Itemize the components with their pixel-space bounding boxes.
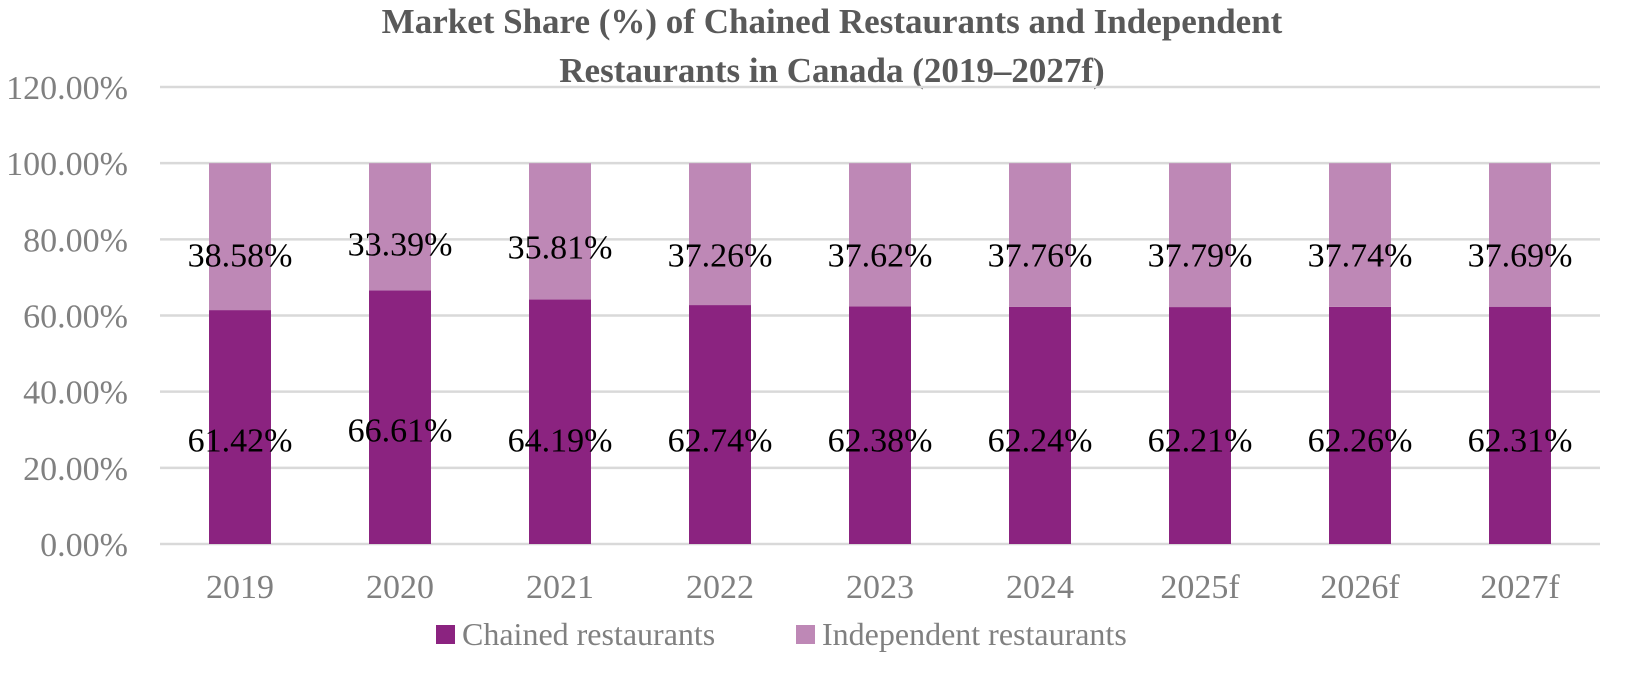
bar-independent-2025f	[1169, 163, 1231, 308]
chart-title: Market Share (%) of Chained Restaurants …	[382, 2, 1283, 90]
data-label-independent-2026f: 37.74%	[1308, 238, 1413, 275]
data-label-independent-2025f: 37.79%	[1148, 238, 1253, 275]
legend: Chained restaurants Independent restauran…	[436, 616, 1127, 652]
bar-independent-2022	[689, 163, 751, 306]
bar-independent-2026f	[1329, 163, 1391, 307]
bar-chained-2024	[1009, 306, 1071, 544]
bars	[209, 163, 1551, 544]
x-tick-label-2025f: 2025f	[1160, 569, 1240, 606]
chart-title-line-2: Restaurants in Canada (2019–2027f)	[559, 51, 1104, 90]
bar-chained-2022	[689, 305, 751, 544]
y-tick-label: 120.00%	[6, 70, 128, 107]
chart-title-line-1: Market Share (%) of Chained Restaurants …	[382, 2, 1283, 41]
x-axis-tick-labels: 2019 2020 2021 2022 2023 2024 2025f 2026f 2027f	[206, 569, 1560, 606]
x-tick-label-2027f: 2027f	[1480, 569, 1560, 606]
legend-swatch-chained	[436, 625, 455, 644]
data-label-chained-2022: 62.74%	[668, 422, 773, 459]
x-tick-label-2020: 2020	[366, 569, 434, 606]
data-label-independent-2019: 38.58%	[188, 238, 293, 275]
data-label-independent-2021: 35.81%	[508, 230, 613, 267]
bar-chained-2019	[209, 310, 271, 544]
bar-independent-2023	[849, 163, 911, 307]
bar-chained-2026f	[1329, 306, 1391, 544]
data-label-chained-2021: 64.19%	[508, 422, 613, 459]
bar-independent-2020	[369, 163, 431, 291]
data-label-chained-2019: 61.42%	[188, 422, 293, 459]
x-tick-label-2021: 2021	[526, 569, 594, 606]
y-axis-tick-labels: 0.00% 20.00% 40.00% 60.00% 80.00% 100.00% 120.…	[6, 70, 128, 564]
y-tick-label: 20.00%	[23, 451, 128, 488]
bar-independent-2019	[209, 163, 271, 311]
bar-independent-2021	[529, 163, 591, 300]
legend-label-chained: Chained restaurants	[462, 616, 715, 652]
x-tick-label-2019: 2019	[206, 569, 274, 606]
data-label-chained-2025f: 62.21%	[1148, 422, 1253, 459]
legend-swatch-independent	[796, 625, 815, 644]
legend-item-independent: Independent restaurants	[796, 616, 1127, 652]
bar-independent-2027f	[1489, 163, 1551, 307]
bar-chained-2025f	[1169, 307, 1231, 544]
bar-independent-2024	[1009, 163, 1071, 307]
legend-item-chained: Chained restaurants	[436, 616, 715, 652]
bar-chained-2020	[369, 290, 431, 544]
x-tick-label-2022: 2022	[686, 569, 754, 606]
y-tick-label: 80.00%	[23, 222, 128, 259]
data-label-independent-2020: 33.39%	[348, 227, 453, 264]
legend-label-independent: Independent restaurants	[822, 616, 1127, 652]
bar-chained-2021	[529, 299, 591, 544]
bar-chained-2023	[849, 306, 911, 544]
data-label-independent-2023: 37.62%	[828, 238, 933, 275]
x-tick-label-2026f: 2026f	[1320, 569, 1400, 606]
data-label-chained-2023: 62.38%	[828, 422, 933, 459]
y-tick-label: 60.00%	[23, 299, 128, 336]
x-tick-label-2024: 2024	[1006, 569, 1074, 606]
x-tick-label-2023: 2023	[846, 569, 914, 606]
bar-chained-2027f	[1489, 306, 1551, 544]
data-label-chained-2020: 66.61%	[348, 412, 453, 449]
data-label-chained-2024: 62.24%	[988, 422, 1093, 459]
y-tick-label: 100.00%	[6, 146, 128, 183]
y-tick-label: 40.00%	[23, 375, 128, 412]
y-tick-label: 0.00%	[40, 527, 128, 564]
data-label-chained-2026f: 62.26%	[1308, 422, 1413, 459]
data-label-independent-2027f: 37.69%	[1468, 238, 1573, 275]
data-label-chained-2027f: 62.31%	[1468, 422, 1573, 459]
data-label-independent-2022: 37.26%	[668, 238, 773, 275]
data-label-independent-2024: 37.76%	[988, 238, 1093, 275]
data-labels: 61.42% 38.58% 66.61% 33.39% 64.19% 35.81% 62.7…	[188, 227, 1573, 460]
